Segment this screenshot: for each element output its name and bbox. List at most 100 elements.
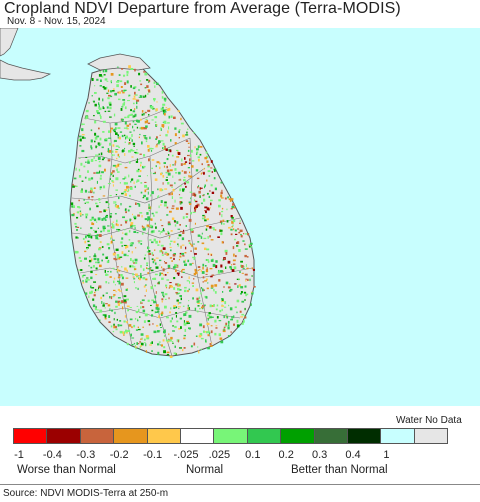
ndvi-pixel [99,264,102,268]
ndvi-pixel [148,210,151,212]
ndvi-pixel [129,244,133,247]
ndvi-pixel [226,316,229,319]
ndvi-pixel [223,286,225,288]
ndvi-pixel [123,244,127,246]
ndvi-pixel [179,295,182,297]
ndvi-pixel [132,110,136,113]
ndvi-pixel [213,177,216,180]
sri-lanka-map [0,28,256,358]
ndvi-pixel [107,159,111,162]
legend-swatch [13,428,48,444]
ndvi-pixel [161,251,164,254]
ndvi-pixel [180,245,182,249]
ndvi-pixel [205,269,209,273]
ndvi-pixel [124,193,127,196]
ndvi-pixel [136,105,138,109]
ndvi-pixel [128,205,132,208]
ndvi-pixel [158,281,160,285]
ndvi-pixel [94,230,97,233]
ndvi-pixel [80,215,82,217]
ndvi-pixel [115,201,117,204]
ndvi-pixel [112,129,116,132]
ndvi-pixel [143,113,145,116]
ndvi-pixel [151,119,154,121]
ndvi-pixel [104,317,107,320]
ndvi-pixel [145,118,148,120]
ndvi-pixel [204,156,208,160]
ndvi-pixel [145,125,148,128]
ndvi-pixel [187,307,189,310]
ndvi-pixel [151,350,153,352]
ndvi-pixel [149,239,152,241]
ndvi-pixel [239,220,241,222]
ndvi-pixel [166,158,169,161]
ndvi-pixel [167,172,171,176]
ndvi-pixel [104,269,106,273]
ndvi-pixel [77,211,80,214]
ndvi-pixel [148,323,151,326]
ndvi-pixel [161,298,164,301]
ndvi-pixel [147,145,150,148]
ndvi-pixel [122,178,125,180]
ndvi-pixel [115,149,119,150]
ndvi-pixel [80,269,83,271]
ndvi-pixel [134,268,137,271]
ndvi-pixel [228,304,230,307]
ndvi-pixel [190,149,193,153]
ndvi-pixel [147,246,150,249]
ndvi-pixel [173,277,176,280]
ndvi-pixel [150,218,153,221]
ndvi-pixel [139,212,143,214]
ndvi-pixel [125,246,127,249]
ndvi-pixel [183,260,186,263]
ndvi-pixel [190,211,192,215]
ndvi-pixel [138,136,140,139]
ndvi-pixel [198,190,201,194]
map-area[interactable] [0,28,480,406]
ndvi-pixel [174,265,178,268]
ndvi-pixel [161,266,163,269]
ndvi-pixel [174,264,177,266]
ndvi-pixel [210,184,213,187]
ndvi-pixel [81,134,85,136]
ndvi-pixel [133,230,137,233]
ndvi-pixel [163,204,167,207]
ndvi-pixel [107,207,109,208]
ndvi-pixel [229,307,233,311]
ndvi-pixel [194,247,197,250]
legend-swatch [380,428,415,444]
ndvi-pixel [226,220,229,223]
ndvi-pixel [143,194,146,197]
ndvi-pixel [240,291,243,294]
ndvi-pixel [175,283,178,286]
ndvi-pixel [105,201,108,204]
ndvi-pixel [194,200,196,202]
ndvi-pixel [175,306,178,309]
ndvi-pixel [217,271,221,274]
ndvi-pixel [111,226,113,228]
ndvi-pixel [166,353,170,356]
ndvi-pixel [203,330,205,333]
ndvi-pixel [177,110,180,112]
ndvi-pixel [197,156,200,159]
ndvi-pixel [173,352,177,355]
ndvi-pixel [241,322,244,325]
ndvi-pixel [137,240,140,242]
ndvi-pixel [147,122,151,124]
ndvi-pixel [130,109,132,112]
ndvi-pixel [84,250,87,253]
ndvi-pixel [110,213,113,215]
ndvi-pixel [207,334,210,337]
ndvi-pixel [164,274,167,276]
ndvi-pixel [221,214,223,218]
ndvi-pixel [137,203,140,205]
ndvi-pixel [91,222,93,225]
ndvi-pixel [176,272,180,275]
ndvi-pixel [93,115,95,117]
ndvi-pixel [132,116,135,118]
ndvi-pixel [221,298,224,300]
ndvi-pixel [181,237,185,241]
ndvi-pixel [160,140,164,142]
ndvi-pixel [203,237,207,240]
ndvi-pixel [112,221,114,223]
